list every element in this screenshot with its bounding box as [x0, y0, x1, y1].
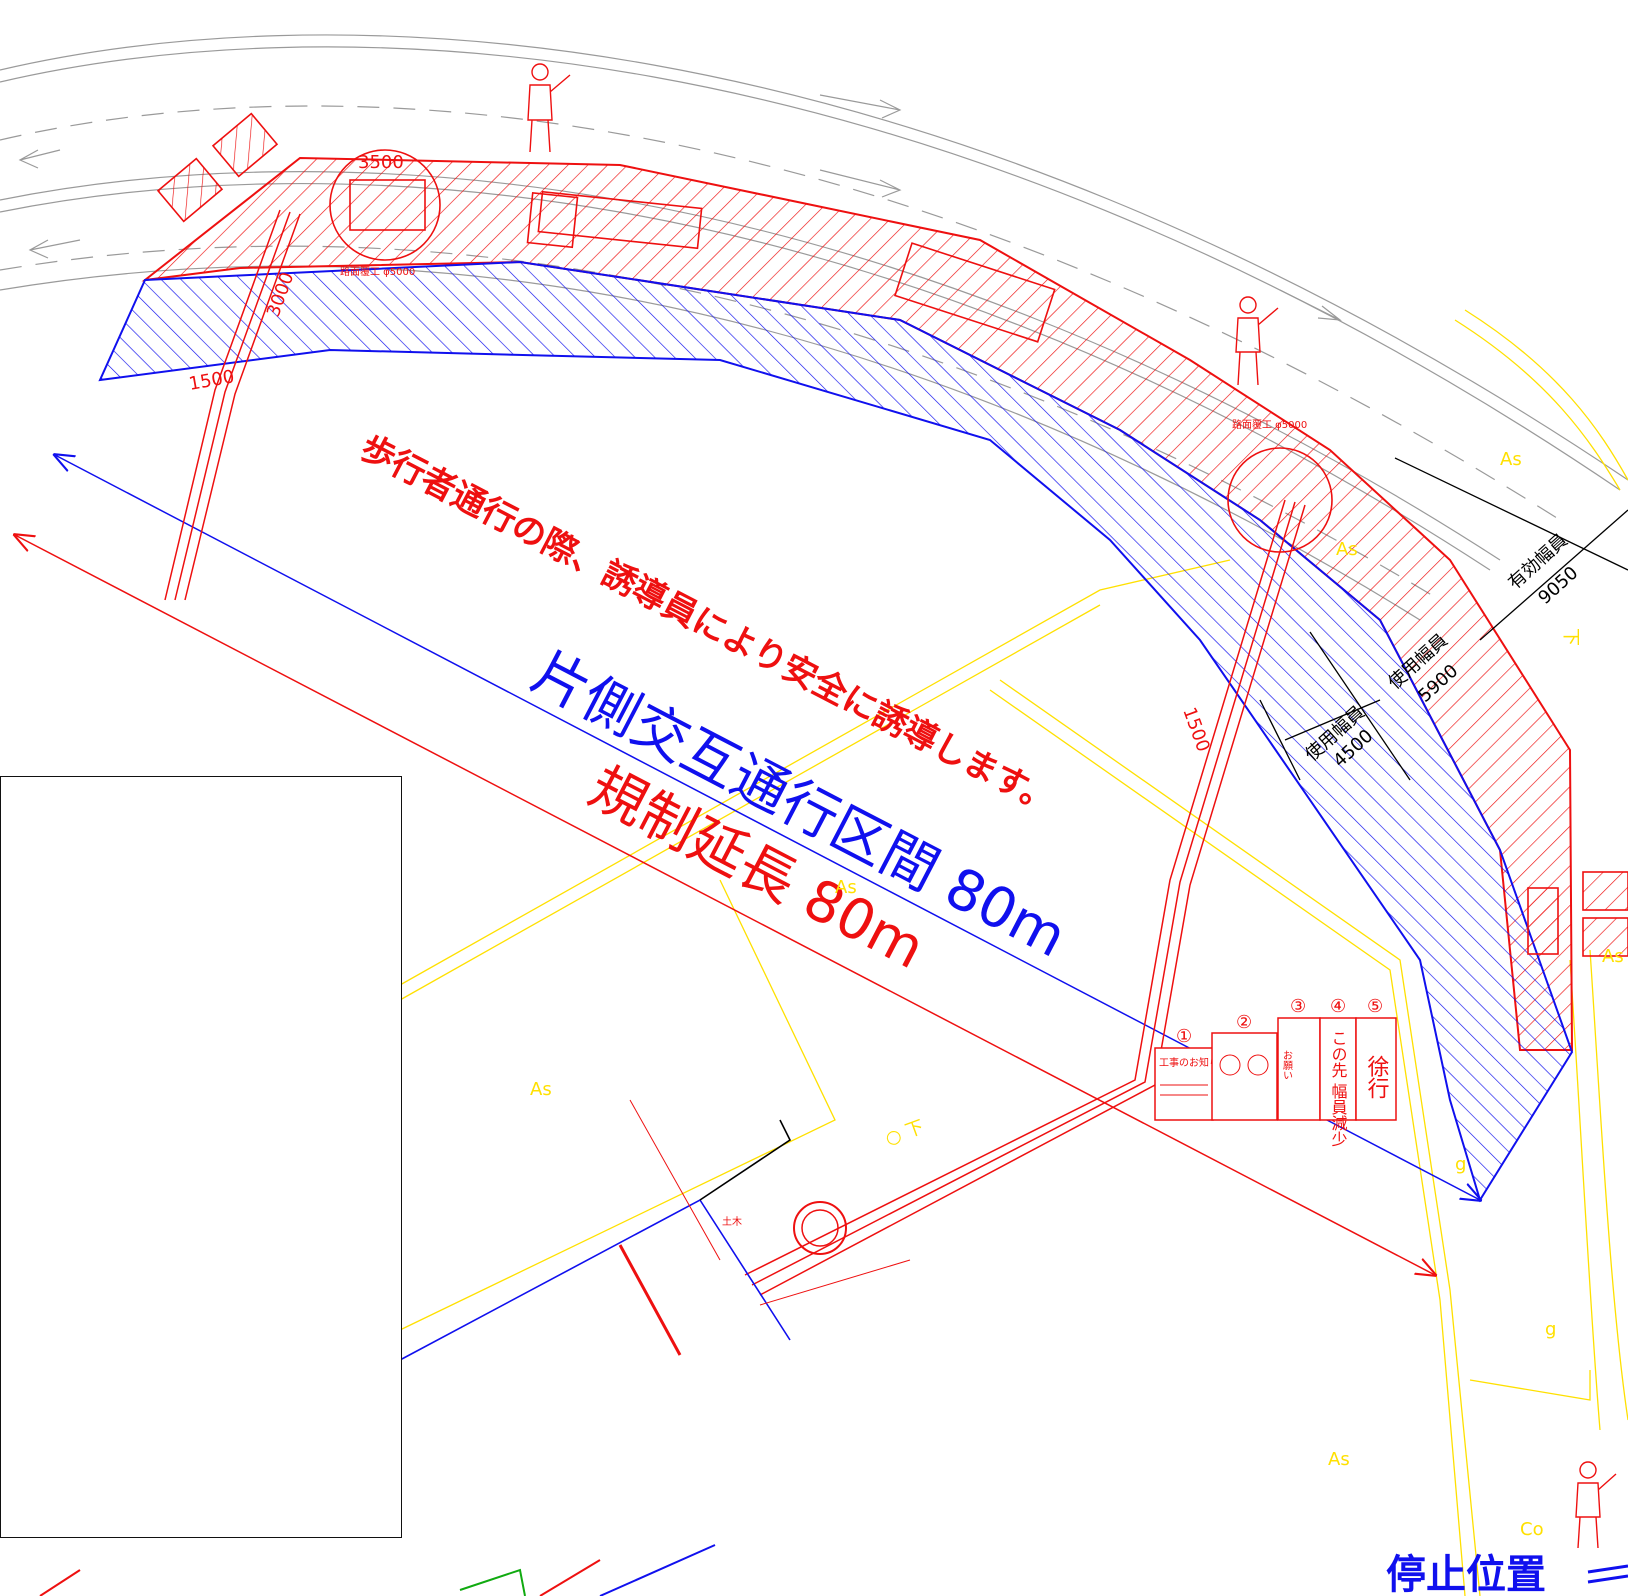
blank-overlay-panel: [0, 776, 402, 1538]
sign-number-5: ⑤: [1367, 996, 1383, 1017]
pipe-route: [164, 209, 1306, 1296]
sign-board-4: ④ この先 幅員減少: [1319, 996, 1357, 1147]
road-cut-label-2: 路面覆工 φ5000: [1232, 418, 1307, 431]
surface-label-co: Co: [1520, 1519, 1544, 1540]
surface-label-g: g: [1545, 1319, 1556, 1340]
crane-truck-icon: [349, 179, 1056, 343]
flagman-icon: [1235, 296, 1279, 386]
road-cut-label-1: 路面覆工 φ5000: [340, 265, 415, 278]
surface-label-as: As: [530, 1079, 552, 1100]
sign-board-5: ⑤ 徐行: [1355, 996, 1397, 1121]
surface-label-as: As: [835, 877, 857, 898]
dimension-1500-a: 1500: [187, 366, 236, 395]
dimension-1500-b: 1500: [1178, 705, 1213, 755]
surface-label-as: As: [1602, 946, 1624, 967]
surface-label-g: g: [1455, 1154, 1466, 1175]
sign-board-3: ③ お願い: [1277, 996, 1321, 1121]
flagman-icon: [1575, 1461, 1617, 1549]
stop-position-label: 停止位置: [1386, 1552, 1546, 1596]
sign-text-4: この先 幅員減少: [1329, 1030, 1348, 1147]
sign-board-1: ① 工事のお知らせ: [1154, 1026, 1229, 1121]
downhill-label: 下: [1560, 628, 1581, 646]
sign-number-3: ③: [1290, 996, 1306, 1017]
doboku-label: 土木: [722, 1215, 742, 1228]
surface-label-as: As: [1500, 449, 1522, 470]
surface-label-as: As: [1336, 539, 1358, 560]
stop-line: [1587, 1564, 1628, 1584]
sign-board-2: ②: [1211, 1012, 1278, 1121]
sign-text-3: お願い: [1281, 1050, 1293, 1080]
building-outline: [399, 1099, 911, 1361]
width-dimension-lines: [1259, 457, 1628, 781]
sign-text-5: 徐行: [1364, 1055, 1390, 1099]
sign-number-4: ④: [1330, 996, 1346, 1017]
road-arrows: [18, 94, 1342, 321]
surface-label-as: As: [1328, 1449, 1350, 1470]
road-cut-circles: [329, 149, 1333, 553]
dimension-3500: 3500: [358, 152, 404, 173]
sign-number-2: ②: [1236, 1012, 1252, 1033]
sign-number-1: ①: [1176, 1026, 1192, 1047]
lower-edge-features: [39, 1544, 716, 1596]
flagman-icon: [527, 63, 571, 153]
downhill-label: ○ 下: [883, 1116, 927, 1149]
arrow-board-icon: [156, 112, 1628, 957]
